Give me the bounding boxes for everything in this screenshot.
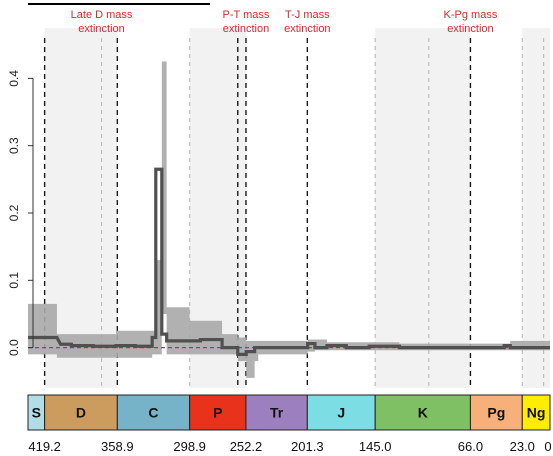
shade-interval-3 bbox=[522, 28, 550, 388]
annotation-2-line-1: extinction bbox=[284, 23, 330, 35]
shade-interval-2 bbox=[375, 28, 471, 388]
y-tick-label-1: 0.1 bbox=[7, 272, 21, 289]
boundary-labels: 419.2 358.9 298.9 252.2 201.3 145.0 66.0 23.0 0 bbox=[28, 439, 551, 454]
boundary-label-4: 201.3 bbox=[291, 439, 324, 454]
y-tick-label-3: 0.3 bbox=[7, 137, 21, 154]
period-tr-label: Tr bbox=[270, 405, 284, 421]
boundary-label-6: 66.0 bbox=[458, 439, 483, 454]
boundary-label-1: 358.9 bbox=[101, 439, 134, 454]
interval-shading bbox=[44, 28, 550, 388]
period-p-label: P bbox=[213, 405, 222, 421]
period-bar: S D C P Tr J K Pg Ng bbox=[27, 394, 551, 431]
period-s-label: S bbox=[32, 405, 41, 421]
y-tick-label-2: 0.2 bbox=[7, 204, 21, 221]
period-tr-block bbox=[245, 394, 308, 431]
period-k-label: K bbox=[418, 405, 428, 421]
period-j-label: J bbox=[337, 405, 345, 421]
annotation-0-line-0: Late D mass bbox=[71, 9, 133, 21]
period-d-block bbox=[44, 394, 118, 431]
period-ng-block bbox=[521, 394, 551, 431]
boundary-label-5: 145.0 bbox=[359, 439, 392, 454]
annotation-0-line-1: extinction bbox=[78, 23, 124, 35]
period-c-label: C bbox=[148, 405, 158, 421]
boundary-label-0: 419.2 bbox=[28, 439, 61, 454]
period-c-block bbox=[116, 394, 191, 431]
annotation-1-line-0: P-T mass bbox=[223, 9, 270, 21]
annotation-3-line-0: K-Pg mass bbox=[444, 9, 498, 21]
uncertainty-band bbox=[28, 61, 550, 378]
extinction-lines bbox=[43, 38, 545, 388]
annotation-1-line-1: extinction bbox=[223, 23, 269, 35]
period-d-label: D bbox=[76, 405, 86, 421]
y-axis: 0.0 0.1 0.2 0.3 0.4 bbox=[7, 70, 34, 356]
annotation-3-line-1: extinction bbox=[447, 23, 493, 35]
series-line-0 bbox=[28, 167, 550, 356]
boundary-label-8: 0 bbox=[544, 439, 551, 454]
uncertainty-band-area bbox=[28, 61, 550, 378]
y-tick-label-4: 0.4 bbox=[7, 70, 21, 87]
boundary-label-7: 23.0 bbox=[510, 439, 535, 454]
boundary-label-3: 252.2 bbox=[230, 439, 263, 454]
y-tick-label-0: 0.0 bbox=[7, 339, 21, 356]
annotation-2-line-0: T-J mass bbox=[285, 9, 330, 21]
rate-series bbox=[28, 167, 550, 356]
period-pg-block bbox=[469, 394, 523, 431]
boundary-label-2: 298.9 bbox=[173, 439, 206, 454]
period-j-block bbox=[306, 394, 376, 431]
extinction-annotations: Late D mass extinction P-T mass extinction T… bbox=[71, 9, 498, 35]
period-pg-label: Pg bbox=[487, 405, 505, 421]
period-ng-label: Ng bbox=[527, 405, 546, 421]
